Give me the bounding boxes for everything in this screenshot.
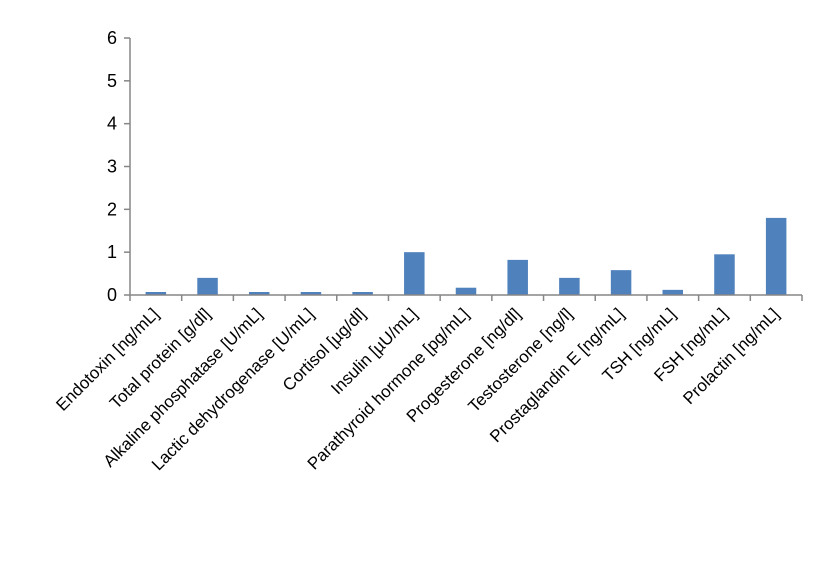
bar bbox=[248, 292, 270, 295]
bar bbox=[610, 270, 632, 295]
bar bbox=[714, 254, 735, 295]
bars-group bbox=[145, 217, 787, 295]
y-tick-label: 0 bbox=[107, 285, 117, 305]
bar bbox=[559, 277, 580, 295]
bar bbox=[404, 252, 425, 295]
bar bbox=[300, 292, 322, 295]
bar bbox=[145, 292, 167, 295]
y-tick-label: 3 bbox=[107, 157, 117, 177]
y-tick-label: 2 bbox=[107, 199, 117, 219]
bar bbox=[455, 287, 477, 295]
y-tick-label: 5 bbox=[107, 71, 117, 91]
y-ticks-group: 0 1 2 3 4 5 6 bbox=[107, 28, 130, 305]
y-tick-label: 4 bbox=[107, 114, 117, 134]
x-labels-group: Endotoxin [ng/mL]Total protein [g/dl]Alk… bbox=[52, 304, 783, 474]
bar bbox=[765, 217, 787, 295]
bar bbox=[197, 277, 218, 295]
bar bbox=[507, 259, 528, 295]
bar bbox=[352, 292, 373, 295]
bar bbox=[662, 289, 684, 295]
y-tick-label: 6 bbox=[107, 28, 117, 48]
y-tick-label: 1 bbox=[107, 242, 117, 262]
x-category-label: Prolactin [ng/mL] bbox=[679, 304, 783, 408]
x-ticks-group bbox=[129, 295, 803, 301]
